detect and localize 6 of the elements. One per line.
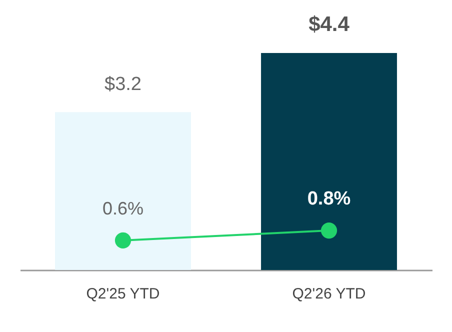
x-tick-label: Q2'26 YTD	[292, 286, 366, 302]
data-label: 0.8%	[307, 188, 351, 210]
x-tick-label: Q2'25 YTD	[86, 286, 160, 302]
data-label: $3.2	[104, 74, 142, 96]
data-label: $4.4	[308, 13, 350, 36]
data-label: 0.6%	[102, 198, 144, 218]
